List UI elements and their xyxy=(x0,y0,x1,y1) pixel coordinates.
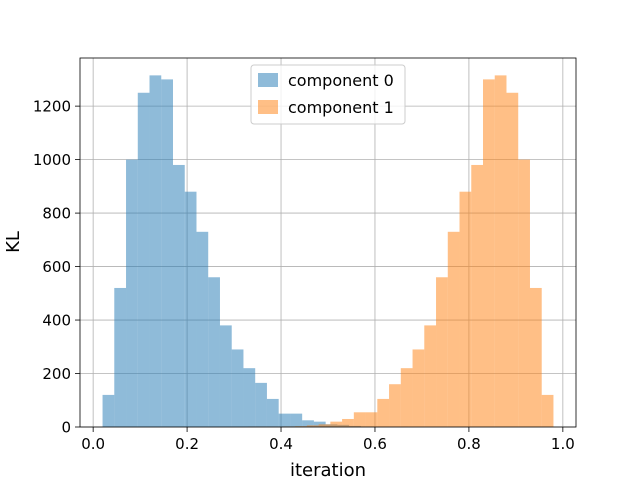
histogram-bar-component-0 xyxy=(208,277,220,427)
histogram-bar-component-1 xyxy=(412,349,425,427)
y-tick-label: 1000 xyxy=(33,151,71,169)
histogram-bar-component-1 xyxy=(353,412,366,427)
histogram-bar-component-1 xyxy=(459,191,472,427)
histogram-bar-component-1 xyxy=(541,394,554,427)
y-tick-label: 1200 xyxy=(33,98,71,116)
histogram-bar-component-1 xyxy=(436,277,448,427)
histogram-bar-component-0 xyxy=(196,231,209,427)
legend-label-component-1: component 1 xyxy=(288,98,394,117)
histogram-bar-component-1 xyxy=(447,231,460,427)
histogram-bar-component-0 xyxy=(231,349,244,427)
legend-label-component-0: component 0 xyxy=(288,71,394,90)
y-tick-label: 600 xyxy=(42,258,71,276)
histogram-bar-component-1 xyxy=(518,159,530,427)
x-axis-ticks: 0.0 0.2 0.4 0.6 0.8 1.0 xyxy=(81,427,575,453)
histogram-bar-component-0 xyxy=(243,368,256,427)
histogram-bar-component-1 xyxy=(318,424,331,427)
histogram-bar-component-0 xyxy=(290,413,303,427)
histogram-bar-component-0 xyxy=(173,164,185,427)
x-tick-label: 0.8 xyxy=(457,435,481,453)
x-tick-label: 0.2 xyxy=(175,435,199,453)
histogram-bar-component-1 xyxy=(424,325,437,427)
histogram-bar-component-1 xyxy=(471,164,483,427)
x-tick-label: 0.6 xyxy=(363,435,387,453)
histogram-bar-component-0 xyxy=(278,413,291,427)
plot-frame xyxy=(79,57,577,428)
y-tick-label: 800 xyxy=(42,205,71,223)
histogram-bar-component-0 xyxy=(102,394,115,427)
histogram-bar-component-1 xyxy=(529,287,542,427)
histogram-bar-component-0 xyxy=(161,79,173,428)
histogram-bar-component-0 xyxy=(137,92,150,428)
histogram-bar-component-1 xyxy=(295,426,307,427)
histogram-bar-component-1 xyxy=(400,368,413,427)
histogram-bar-component-0 xyxy=(184,191,197,427)
y-tick-label: 0 xyxy=(61,419,71,437)
legend-box xyxy=(250,64,406,125)
histogram-bar-component-1 xyxy=(483,79,495,428)
histogram-bar-component-1 xyxy=(506,92,519,428)
legend-swatch-component-0 xyxy=(258,73,278,87)
histogram-bar-component-1 xyxy=(365,412,378,427)
legend: component 0 component 1 xyxy=(250,64,406,125)
histogram-bar-component-0 xyxy=(126,159,138,427)
x-tick-label: 0.0 xyxy=(81,435,105,453)
y-tick-label: 200 xyxy=(42,365,71,383)
histogram-bar-component-0 xyxy=(219,325,232,427)
histogram-bars xyxy=(102,75,554,428)
histogram-bar-component-0 xyxy=(255,382,267,427)
y-tick-label: 400 xyxy=(42,312,71,330)
histogram-bar-component-0 xyxy=(114,287,127,427)
y-axis-ticks: 0 200 400 600 800 1000 1200 xyxy=(33,98,80,437)
histogram-bar-component-1 xyxy=(389,384,401,427)
histogram-bar-component-1 xyxy=(494,75,507,427)
x-axis-label: iteration xyxy=(290,460,366,480)
histogram-bar-component-0 xyxy=(149,75,162,427)
x-tick-label: 1.0 xyxy=(551,435,575,453)
histogram-bar-component-1 xyxy=(342,418,354,427)
y-axis-label: KL xyxy=(3,231,24,253)
histogram-bar-component-0 xyxy=(302,420,314,427)
histogram-bar-component-1 xyxy=(306,425,319,427)
histogram-bar-component-0 xyxy=(266,398,279,427)
legend-swatch-component-1 xyxy=(258,100,278,114)
x-tick-label: 0.4 xyxy=(269,435,293,453)
histogram-bar-component-1 xyxy=(330,421,343,427)
histogram-bar-component-1 xyxy=(377,398,390,427)
